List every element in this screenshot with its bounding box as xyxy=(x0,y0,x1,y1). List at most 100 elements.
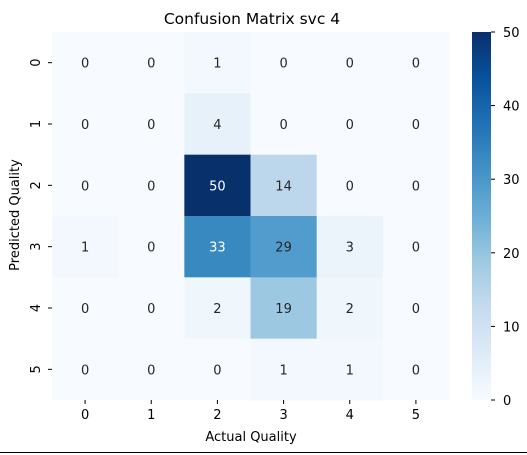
heatmap-cell-r3-c4 xyxy=(316,216,384,278)
heatmap-cell-r2-c1 xyxy=(118,154,185,217)
colorbar-tick-label-1: 10 xyxy=(503,320,520,335)
cell-value-r0-c2: 1 xyxy=(213,57,221,72)
colorbar-tick-label-5: 50 xyxy=(503,26,520,41)
cell-value-r0-c3: 0 xyxy=(279,57,287,72)
heatmap-cell-r0-c0 xyxy=(52,32,119,94)
x-axis: 0 1 2 3 4 5 xyxy=(81,400,420,423)
cell-value-r3-c2: 33 xyxy=(209,241,226,256)
colorbar-tick-label-3: 30 xyxy=(503,173,520,188)
heatmap-cell-r2-c5 xyxy=(382,154,450,217)
cell-value-r4-c4: 2 xyxy=(346,302,354,317)
y-tick-label-2: 2 xyxy=(29,181,44,189)
cell-value-r2-c5: 0 xyxy=(412,179,420,194)
heatmap-cell-r4-c4 xyxy=(316,277,384,340)
colorbar-ticks: 0 10 20 30 40 50 xyxy=(491,26,520,409)
heatmap-cell-r1-c0 xyxy=(52,93,119,156)
heatmap-cell-r1-c3 xyxy=(250,93,318,156)
heatmap-cell-r5-c5 xyxy=(382,338,450,401)
heatmap-cell-r1-c2 xyxy=(184,93,251,156)
cell-value-r3-c3: 29 xyxy=(275,241,292,256)
cell-value-r4-c1: 0 xyxy=(147,302,155,317)
cell-value-r5-c1: 0 xyxy=(147,363,155,378)
cell-value-r1-c3: 0 xyxy=(279,118,287,133)
y-tick-label-4: 4 xyxy=(29,304,44,312)
heatmap-cell-r2-c4 xyxy=(316,154,384,217)
heatmap-cells xyxy=(52,32,450,401)
cell-value-r2-c0: 0 xyxy=(81,179,89,194)
cell-value-r1-c2: 4 xyxy=(213,118,221,133)
cell-value-r1-c0: 0 xyxy=(81,118,89,133)
heatmap-cell-r2-c0 xyxy=(52,154,119,217)
cell-value-r2-c3: 14 xyxy=(275,179,292,194)
heatmap-cell-r4-c5 xyxy=(382,277,450,340)
x-tick-label-3: 3 xyxy=(279,408,287,423)
cell-value-r5-c5: 0 xyxy=(412,363,420,378)
cell-value-r5-c4: 1 xyxy=(346,363,354,378)
heatmap-cell-r4-c0 xyxy=(52,277,119,340)
y-tick-label-1: 1 xyxy=(29,120,44,128)
cell-value-r2-c4: 0 xyxy=(346,179,354,194)
heatmap-cell-r1-c1 xyxy=(118,93,185,156)
heatmap-cell-r3-c0 xyxy=(52,216,119,278)
cell-value-r3-c0: 1 xyxy=(81,241,89,256)
heatmap-cell-r4-c3 xyxy=(250,277,318,340)
heatmap-cell-r3-c5 xyxy=(382,216,450,278)
heatmap-cell-r0-c4 xyxy=(316,32,384,94)
bottom-border xyxy=(0,452,527,453)
x-tick-label-4: 4 xyxy=(346,408,354,423)
heatmap-cell-r3-c3 xyxy=(250,216,318,278)
heatmap-cell-r0-c2 xyxy=(184,32,251,94)
x-tick-label-1: 1 xyxy=(147,408,155,423)
colorbar xyxy=(472,32,491,400)
cell-value-r4-c0: 0 xyxy=(81,302,89,317)
heatmap-cell-r3-c1 xyxy=(118,216,185,278)
heatmap-cell-r5-c2 xyxy=(184,338,251,401)
cell-value-r4-c5: 0 xyxy=(412,302,420,317)
colorbar-tick-label-0: 0 xyxy=(503,394,511,409)
heatmap-cell-r4-c1 xyxy=(118,277,185,340)
cell-value-r0-c0: 0 xyxy=(81,57,89,72)
heatmap-cell-labels: 0 0 1 0 0 0 0 0 4 0 0 0 0 0 50 14 0 0 1 0 33 29 3 0 0 0 2 19 2 0 0 0 0 1 1… xyxy=(81,57,420,379)
heatmap-cell-r5-c1 xyxy=(118,338,185,401)
cell-value-r1-c4: 0 xyxy=(346,118,354,133)
chart-title: Confusion Matrix svc 4 xyxy=(164,10,340,28)
x-axis-label: Actual Quality xyxy=(205,430,297,445)
heatmap-cell-r1-c4 xyxy=(316,93,384,156)
cell-value-r4-c3: 19 xyxy=(275,302,292,317)
cell-value-r5-c0: 0 xyxy=(81,363,89,378)
heatmap-cell-r3-c2 xyxy=(184,216,251,278)
y-axis: 0 1 2 3 4 5 xyxy=(29,59,52,373)
heatmap-cell-r5-c4 xyxy=(316,338,384,401)
cell-value-r1-c5: 0 xyxy=(412,118,420,133)
heatmap-cell-r2-c3 xyxy=(250,154,318,217)
heatmap-cell-r1-c5 xyxy=(382,93,450,156)
cell-value-r2-c1: 0 xyxy=(147,179,155,194)
cell-value-r1-c1: 0 xyxy=(147,118,155,133)
x-tick-label-5: 5 xyxy=(412,408,420,423)
heatmap-cell-r0-c3 xyxy=(250,32,318,94)
cell-value-r5-c2: 0 xyxy=(213,363,221,378)
cell-value-r3-c4: 3 xyxy=(346,241,354,256)
heatmap-cell-r0-c5 xyxy=(382,32,450,94)
cell-value-r3-c1: 0 xyxy=(147,241,155,256)
heatmap-cell-r4-c2 xyxy=(184,277,251,340)
colorbar-tick-label-4: 40 xyxy=(503,100,520,115)
colorbar-tick-label-2: 20 xyxy=(503,247,520,262)
cell-value-r3-c5: 0 xyxy=(412,241,420,256)
heatmap-cell-r0-c1 xyxy=(118,32,185,94)
cell-value-r0-c5: 0 xyxy=(412,57,420,72)
x-tick-label-0: 0 xyxy=(81,408,89,423)
y-tick-label-0: 0 xyxy=(29,59,44,67)
cell-value-r4-c2: 2 xyxy=(213,302,221,317)
cell-value-r0-c4: 0 xyxy=(346,57,354,72)
cell-value-r5-c3: 1 xyxy=(279,363,287,378)
cell-value-r2-c2: 50 xyxy=(209,179,226,194)
heatmap-cell-r2-c2 xyxy=(184,154,251,217)
y-tick-label-5: 5 xyxy=(29,365,44,373)
x-tick-label-2: 2 xyxy=(213,408,221,423)
heatmap-cell-r5-c3 xyxy=(250,338,318,401)
y-axis-label: Predicted Quality xyxy=(8,159,23,271)
heatmap-cell-r5-c0 xyxy=(52,338,119,401)
cell-value-r0-c1: 0 xyxy=(147,57,155,72)
